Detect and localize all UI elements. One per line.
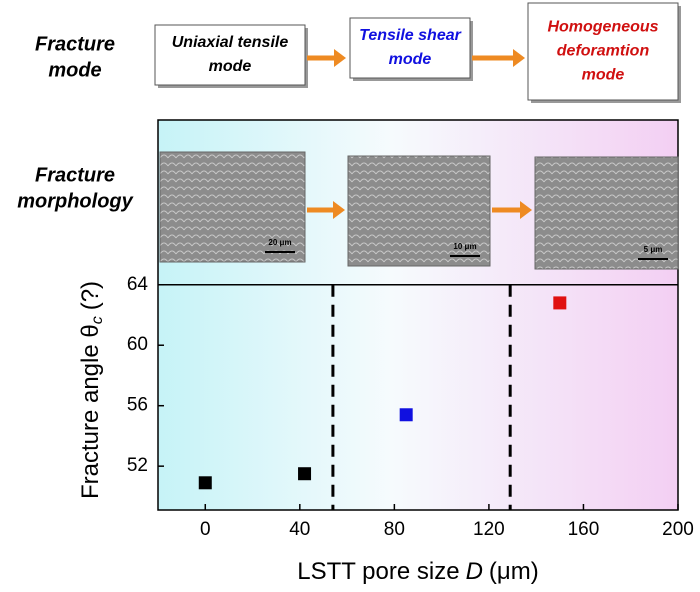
arrow-head [513,49,525,67]
scale-bar-label: 5 μm [644,245,663,254]
x-tick-label: 160 [568,519,600,540]
mode-box [527,2,679,101]
y-label-sub: c [89,316,106,324]
mode-label: Tensile shear [359,27,461,44]
y-label-main: Fracture angle θ [77,324,104,499]
micrograph [159,151,306,263]
mode-label: mode [209,58,252,75]
micrograph [534,156,679,270]
y-tick-label: 52 [127,455,148,476]
side-label: Fracture [35,164,115,186]
x-label-var: D [466,558,483,585]
side-label: mode [48,59,101,81]
x-axis-label: LSTT pore size D (μm) [297,558,538,585]
data-point [298,467,312,481]
x-tick-label: 120 [473,519,505,540]
mode-label: Homogeneous [547,19,658,36]
y-axis-label: Fracture angle θc (?) [77,281,106,499]
side-label: Fracture [35,33,115,55]
side-label: morphology [17,190,133,212]
x-tick-label: 40 [289,519,310,540]
x-tick-label: 0 [200,519,211,540]
scale-bar-label: 20 μm [268,238,291,247]
scale-bar-label: 10 μm [453,242,476,251]
mode-label: Uniaxial tensile [172,34,289,51]
y-tick-label: 64 [127,274,149,295]
y-tick-label: 60 [127,334,148,355]
data-point [553,296,567,310]
arrow-head [333,201,345,219]
mode-box [349,17,471,79]
arrow-head [520,201,532,219]
x-label-unit: (μm) [489,558,539,585]
mode-label: mode [582,67,625,84]
y-tick-label: 56 [127,395,148,416]
micrograph [347,155,491,267]
x-tick-label: 200 [662,519,694,540]
x-label-main: LSTT pore size [297,558,459,585]
mode-label: mode [389,51,432,68]
data-point [399,408,413,422]
mode-label: deforamtion [557,43,650,60]
data-point [198,476,212,490]
arrow-head [334,49,346,67]
mode-box [154,24,306,86]
x-tick-label: 80 [384,519,405,540]
y-label-unit: (?) [77,281,104,310]
